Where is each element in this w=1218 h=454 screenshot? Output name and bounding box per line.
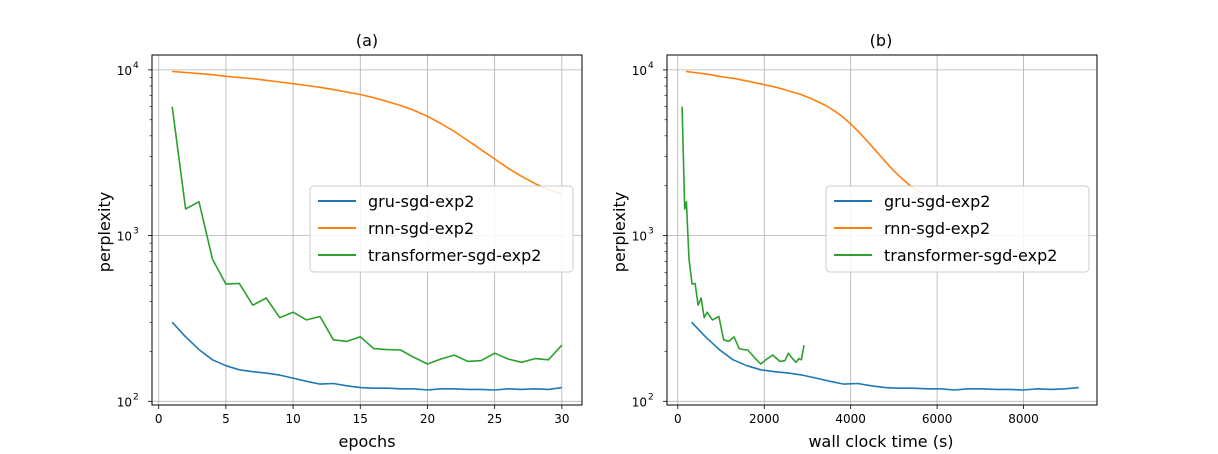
panel-a-frame [151, 54, 583, 406]
legend-label-rnn: rnn-sgd-exp2 [884, 219, 990, 238]
panel-b-ytick-exponent: 3 [648, 227, 654, 237]
panel-a-series-gru-sgd-exp2 [171, 321, 562, 391]
panel-b-frame [666, 54, 1098, 406]
panel-b-xlabel: wall clock time (s) [808, 432, 953, 451]
panel-a-legend-box [309, 185, 574, 273]
panel-b-series [681, 70, 1079, 391]
panel-a-ylabel: perplexity [95, 192, 114, 272]
legend-label-gru: gru-sgd-exp2 [368, 192, 474, 211]
panel-a-xtick-label: 15 [353, 412, 368, 426]
panel-a-ytick-exponent: 3 [133, 227, 139, 237]
panel-b-series-rnn-sgd-exp2 [685, 70, 925, 195]
panel-a-xtick-label: 30 [554, 412, 569, 426]
panel-b-series-transformer-sgd-exp2 [681, 106, 805, 365]
legend-label-transformer: transformer-sgd-exp2 [368, 246, 541, 265]
panel-b-ytick-exponent: 2 [648, 392, 654, 402]
panel-b-series-gru-sgd-exp2 [691, 321, 1079, 391]
panel-b-xtick-label: 0 [674, 412, 682, 426]
panel-a-xtick-label: 10 [285, 412, 300, 426]
panel-b-xtick-label: 8000 [1008, 412, 1039, 426]
panel-b-ylabel: perplexity [610, 192, 629, 272]
panel-b-xtick-label: 4000 [835, 412, 866, 426]
legend-label-rnn: rnn-sgd-exp2 [368, 219, 474, 238]
panel-a-series-transformer-sgd-exp2 [171, 106, 563, 365]
panel-a-ytick-exponent: 2 [133, 392, 139, 402]
panel-a-xtick-label: 25 [487, 412, 502, 426]
panel-b-title: (b) [870, 31, 893, 50]
panel-a-ytick-label: 10 [117, 64, 132, 78]
panel-b-xtick-label: 2000 [749, 412, 780, 426]
panel-b-ytick-label: 10 [632, 64, 647, 78]
panel-a-xtick-label: 5 [222, 412, 230, 426]
panel-b: (b) wall clock time (s) perplexity 0 2000… [610, 31, 1098, 451]
panel-a-legend: gru-sgd-exp2 rnn-sgd-exp2 transformer-sg… [309, 185, 574, 273]
panel-a-title: (a) [356, 31, 378, 50]
panel-a-xtick-label: 20 [420, 412, 435, 426]
panel-b-xtick-label: 6000 [922, 412, 953, 426]
panel-a-xtick-label: 0 [155, 412, 163, 426]
legend-label-gru: gru-sgd-exp2 [884, 192, 990, 211]
panel-b-ytick-exponent: 4 [648, 61, 654, 71]
panel-a-series-rnn-sgd-exp2 [172, 70, 563, 195]
panel-b-ytick-label: 10 [632, 395, 647, 409]
panel-a-ytick-label: 10 [117, 230, 132, 244]
legend-label-transformer: transformer-sgd-exp2 [884, 246, 1057, 265]
panel-a-ytick-exponent: 4 [133, 61, 139, 71]
panel-b-legend-box [825, 185, 1090, 273]
panel-b-ytick-label: 10 [632, 230, 647, 244]
panel-a-ytick-label: 10 [117, 395, 132, 409]
panel-a-xlabel: epochs [338, 432, 395, 451]
panel-a-series [171, 70, 563, 391]
panel-b-legend: gru-sgd-exp2 rnn-sgd-exp2 transformer-sg… [825, 185, 1090, 273]
